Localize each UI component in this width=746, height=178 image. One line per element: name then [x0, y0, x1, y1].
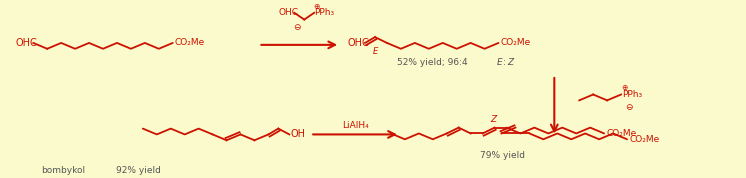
Text: CO₂Me: CO₂Me: [501, 38, 530, 47]
Text: 92% yield: 92% yield: [116, 166, 161, 175]
Text: 52% yield; 96:4: 52% yield; 96:4: [397, 59, 471, 67]
Text: Z: Z: [507, 59, 514, 67]
Text: CO₂Me: CO₂Me: [175, 38, 205, 47]
Text: LiAlH₄: LiAlH₄: [342, 121, 369, 130]
Text: ⊕: ⊕: [621, 83, 627, 92]
Text: ⊖: ⊖: [293, 23, 301, 32]
Text: OH: OH: [290, 129, 305, 139]
Text: bombykol: bombykol: [41, 166, 85, 175]
Text: OHC: OHC: [347, 38, 369, 48]
Text: CO₂Me: CO₂Me: [606, 129, 636, 138]
Text: PPh₃: PPh₃: [622, 90, 642, 99]
Text: 79% yield: 79% yield: [480, 151, 524, 160]
Text: OHC: OHC: [278, 8, 298, 17]
Text: OHC: OHC: [16, 38, 37, 48]
Text: Z: Z: [490, 115, 497, 124]
Text: ⊖: ⊖: [625, 103, 633, 112]
Text: CO₂Me: CO₂Me: [629, 135, 659, 144]
Text: :: :: [503, 59, 505, 67]
Text: ⊕: ⊕: [313, 2, 319, 11]
Text: E: E: [372, 47, 377, 56]
Text: PPh₃: PPh₃: [314, 8, 334, 17]
Text: E: E: [497, 59, 502, 67]
